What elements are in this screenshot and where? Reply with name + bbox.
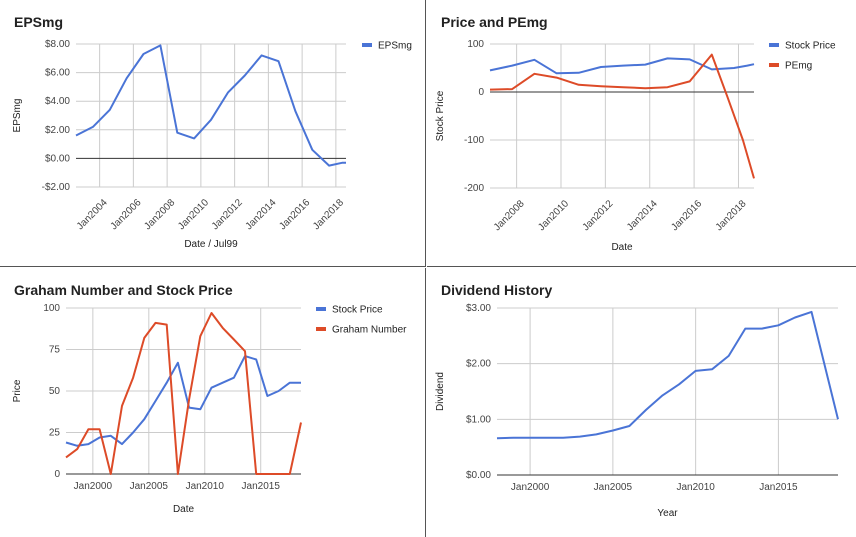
x-tick-label: Jan2010 — [536, 198, 571, 233]
x-tick-label: Jan2000 — [511, 482, 550, 493]
x-tick-label: Jan2008 — [142, 197, 177, 232]
chart-title: Graham Number and Stock Price — [14, 282, 233, 298]
y-tick-label: -$2.00 — [42, 182, 71, 193]
x-tick-label: Jan2015 — [759, 482, 798, 493]
legend-label: PEmg — [785, 61, 812, 72]
x-tick-label: Jan2012 — [210, 197, 245, 232]
y-tick-label: $0.00 — [45, 153, 70, 164]
x-tick-label: Jan2018 — [714, 198, 749, 233]
x-tick-label: Jan2010 — [676, 482, 715, 493]
price-pemg-chart: -200 -100 0 100 Jan2008 Jan2010 Jan2012 Jan2014… — [435, 39, 836, 253]
dividend-history-chart: $0.00 $1.00 $2.00 $3.00 Jan2000 Jan2005 Jan201… — [435, 303, 839, 519]
x-axis-label: Date — [173, 504, 195, 515]
price-pemg-chart-panel: Price and PEmg -200 -100 0 100 Jan2008 Jan201… — [427, 0, 856, 267]
legend-label: Stock Price — [785, 41, 836, 52]
y-tick-label: 100 — [467, 39, 484, 50]
y-axis-label: Dividend — [435, 372, 446, 411]
x-tick-label: Jan2018 — [311, 197, 346, 232]
epsmg-chart-panel: EPSmg -$2.00 $0.00 $2.00 $4.00 $6.00 $8.00 Jan… — [0, 0, 426, 267]
y-tick-label: $4.00 — [45, 96, 70, 107]
y-tick-label: 100 — [43, 303, 60, 314]
y-tick-label: $2.00 — [466, 359, 491, 370]
x-tick-label: Jan2014 — [244, 197, 279, 232]
x-axis-label: Date — [611, 242, 633, 253]
x-tick-label: Jan2016 — [277, 197, 312, 232]
y-axis-label: Price — [12, 379, 23, 402]
x-tick-label: Jan2000 — [74, 481, 113, 492]
x-tick-label: Jan2015 — [242, 481, 281, 492]
x-tick-label: Jan2008 — [492, 198, 527, 233]
x-tick-label: Jan2010 — [176, 197, 211, 232]
x-tick-label: Jan2016 — [669, 198, 704, 233]
y-tick-label: 50 — [49, 386, 61, 397]
chart-title: Dividend History — [441, 282, 553, 298]
x-tick-label: Jan2012 — [581, 198, 616, 233]
x-tick-label: Jan2006 — [109, 197, 144, 232]
x-tick-label: Jan2005 — [130, 481, 169, 492]
x-tick-label: Jan2010 — [186, 481, 225, 492]
y-tick-label: 75 — [49, 345, 61, 356]
x-tick-label: Jan2005 — [594, 482, 633, 493]
x-axis-label: Date / Jul99 — [184, 239, 238, 250]
chart-title: EPSmg — [14, 14, 64, 30]
y-tick-label: 0 — [478, 87, 484, 98]
y-tick-label: $2.00 — [45, 125, 70, 136]
graham-number-chart-panel: Graham Number and Stock Price 0 25 50 75 100… — [0, 268, 426, 537]
legend-label: EPSmg — [378, 41, 412, 52]
epsmg-chart: -$2.00$0.00$2.00$4.00$6.00$8.00Jan2004Ja… — [12, 39, 412, 250]
y-tick-label: -100 — [464, 135, 484, 146]
y-tick-label: $0.00 — [466, 470, 491, 481]
legend-swatch — [362, 43, 372, 47]
y-axis-label: Stock Price — [435, 90, 446, 141]
legend-label: Graham Number — [332, 325, 407, 336]
y-tick-label: $3.00 — [466, 303, 491, 314]
legend-swatch — [769, 43, 779, 47]
y-tick-label: 25 — [49, 428, 61, 439]
x-tick-label: Jan2004 — [75, 197, 110, 232]
series-line — [65, 355, 301, 447]
chart-title: Price and PEmg — [441, 14, 548, 30]
legend-swatch — [769, 63, 779, 67]
series-line — [65, 312, 302, 475]
legend-swatch — [316, 327, 326, 331]
series-line — [496, 310, 839, 440]
legend-swatch — [316, 307, 326, 311]
series-line — [489, 57, 755, 75]
x-tick-label: Jan2014 — [625, 198, 660, 233]
y-tick-label: $8.00 — [45, 39, 70, 50]
x-axis-label: Year — [657, 508, 678, 519]
series-line — [75, 44, 346, 167]
series-line — [489, 53, 755, 179]
y-tick-label: $1.00 — [466, 414, 491, 425]
y-tick-label: $6.00 — [45, 68, 70, 79]
dividend-history-chart-panel: Dividend History $0.00 $1.00 $2.00 $3.00 Jan… — [427, 268, 856, 537]
y-axis-label: EPSmg — [12, 99, 23, 133]
graham-number-chart: 0 25 50 75 100 Jan2000 Jan2005 Jan2010 Jan2015 Da… — [12, 303, 407, 515]
y-tick-label: 0 — [54, 469, 60, 480]
legend-label: Stock Price — [332, 305, 383, 316]
y-tick-label: -200 — [464, 183, 484, 194]
